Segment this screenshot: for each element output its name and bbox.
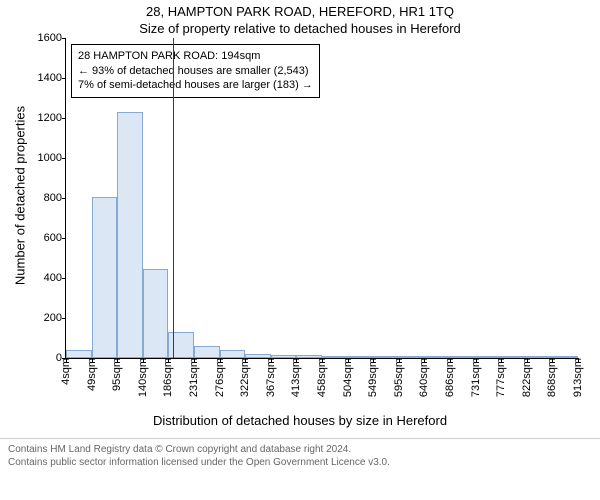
y-tick-label: 800	[44, 192, 66, 204]
histogram-bar	[143, 269, 169, 358]
title-block: 28, HAMPTON PARK ROAD, HEREFORD, HR1 1TQ…	[0, 0, 600, 38]
histogram-bar	[66, 350, 92, 358]
plot-area: 28 HAMPTON PARK ROAD: 194sqm ← 93% of de…	[65, 38, 578, 359]
y-axis-label: Number of detached properties	[13, 45, 28, 345]
x-tick-label: 4sqm	[60, 358, 72, 385]
x-axis-label: Distribution of detached houses by size …	[0, 413, 600, 428]
x-tick-label: 868sqm	[546, 358, 558, 397]
y-tick-label: 1600	[38, 32, 66, 44]
x-tick-label: 504sqm	[342, 358, 354, 397]
x-tick-label: 640sqm	[418, 358, 430, 397]
chart-wrap: 28 HAMPTON PARK ROAD: 194sqm ← 93% of de…	[0, 38, 600, 438]
annotation-line-3: 7% of semi-detached houses are larger (1…	[78, 78, 313, 93]
y-tick-label: 200	[44, 312, 66, 324]
histogram-bar	[92, 197, 118, 358]
footer: Contains HM Land Registry data © Crown c…	[0, 438, 600, 469]
x-tick-label: 777sqm	[495, 358, 507, 397]
title-address: 28, HAMPTON PARK ROAD, HEREFORD, HR1 1TQ	[0, 4, 600, 21]
histogram-bar	[194, 346, 220, 358]
x-tick-label: 413sqm	[290, 358, 302, 397]
x-tick-label: 322sqm	[239, 358, 251, 397]
y-tick-label: 1400	[38, 72, 66, 84]
x-tick-label: 367sqm	[265, 358, 277, 397]
y-tick-label: 1000	[38, 152, 66, 164]
histogram-bar	[220, 350, 246, 358]
x-tick-label: 595sqm	[393, 358, 405, 397]
x-tick-label: 95sqm	[111, 358, 123, 391]
annotation-line-1: 28 HAMPTON PARK ROAD: 194sqm	[78, 49, 313, 64]
marker-line	[173, 38, 174, 358]
annotation-line-2: ← 93% of detached houses are smaller (2,…	[78, 64, 313, 79]
x-tick-label: 276sqm	[214, 358, 226, 397]
y-tick-label: 400	[44, 272, 66, 284]
x-tick-label: 731sqm	[470, 358, 482, 397]
x-tick-label: 49sqm	[86, 358, 98, 391]
x-tick-label: 913sqm	[572, 358, 584, 397]
x-tick-label: 140sqm	[137, 358, 149, 397]
y-tick-label: 1200	[38, 112, 66, 124]
annotation-box: 28 HAMPTON PARK ROAD: 194sqm ← 93% of de…	[71, 44, 320, 99]
x-tick-label: 186sqm	[162, 358, 174, 397]
footer-line-1: Contains HM Land Registry data © Crown c…	[8, 443, 592, 456]
x-tick-label: 231sqm	[188, 358, 200, 397]
x-tick-label: 458sqm	[316, 358, 328, 397]
title-subtitle: Size of property relative to detached ho…	[0, 21, 600, 38]
x-tick-label: 549sqm	[367, 358, 379, 397]
x-tick-label: 686sqm	[444, 358, 456, 397]
histogram-bar	[117, 112, 143, 358]
footer-line-2: Contains public sector information licen…	[8, 456, 592, 469]
x-tick-label: 822sqm	[521, 358, 533, 397]
y-tick-label: 600	[44, 232, 66, 244]
